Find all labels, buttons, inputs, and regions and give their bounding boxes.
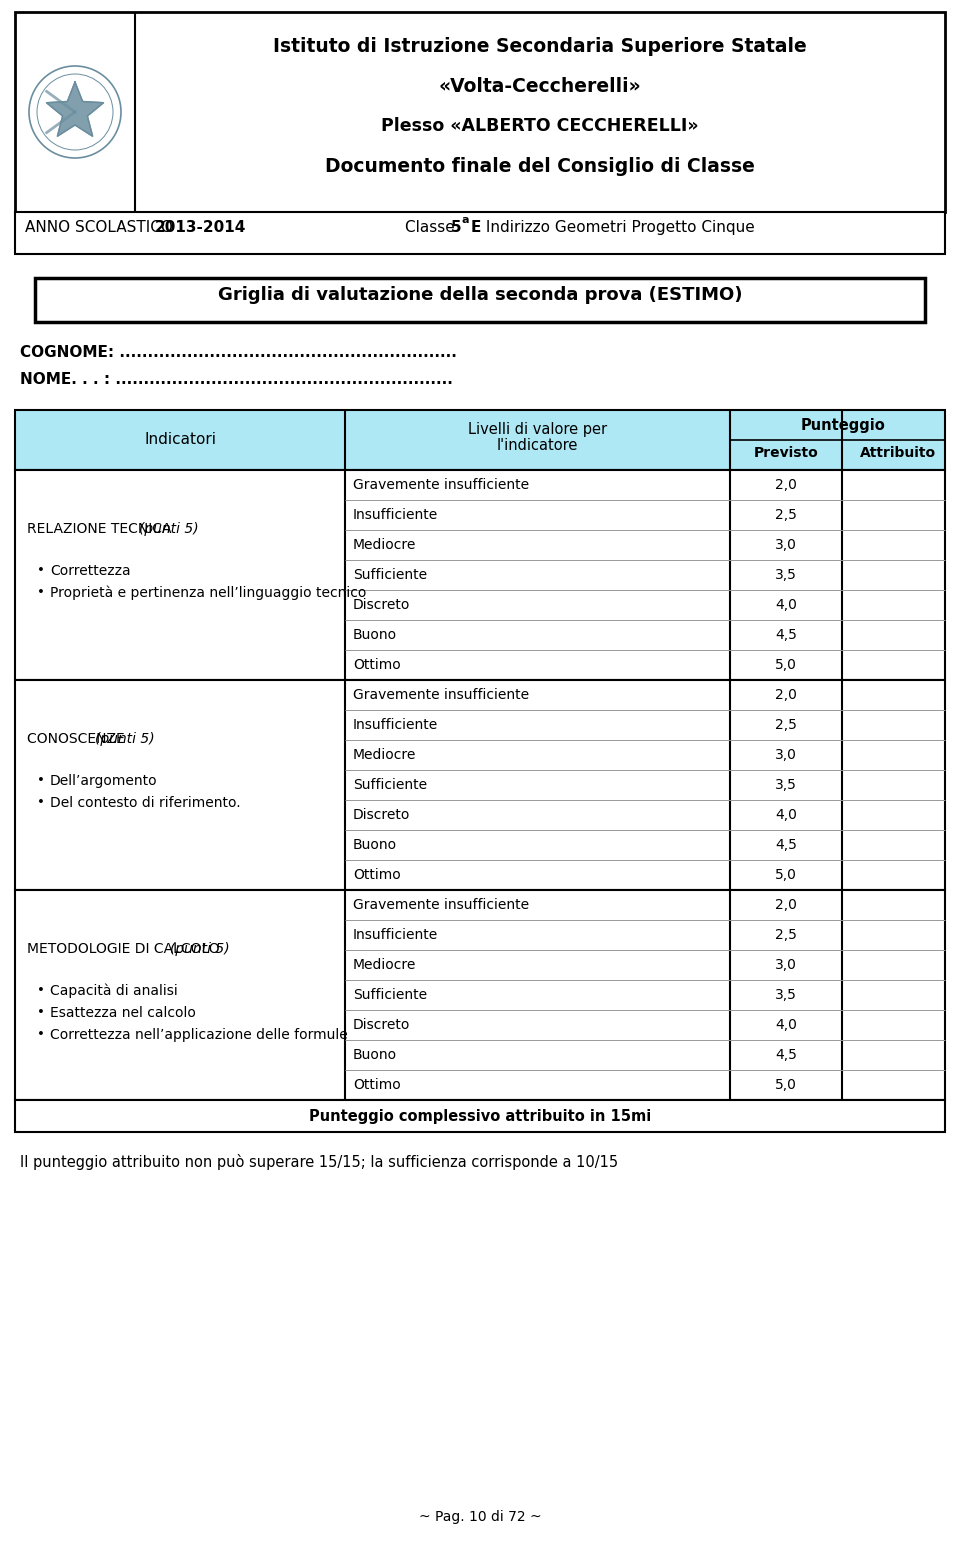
Bar [15, 1100, 945, 1133]
Text: Griglia di valutazione della seconda prova (ESTIMO): Griglia di valutazione della seconda pro… [218, 285, 742, 304]
Text: Documento finale del Consiglio di Classe: Documento finale del Consiglio di Classe [325, 157, 755, 176]
Text: (punti 5): (punti 5) [170, 941, 229, 955]
Text: Ottimo: Ottimo [353, 869, 400, 883]
Text: Sufficiente: Sufficiente [353, 568, 427, 582]
Text: 5,0: 5,0 [775, 869, 797, 883]
Text: 2,0: 2,0 [775, 898, 797, 912]
Text: 4,5: 4,5 [775, 628, 797, 642]
Bar [15, 211, 945, 255]
Text: 2,5: 2,5 [775, 508, 797, 522]
Text: Punteggio: Punteggio [800, 418, 885, 434]
Text: Gravemente insufficiente: Gravemente insufficiente [353, 688, 529, 702]
Text: Buono: Buono [353, 838, 397, 852]
Text: •: • [37, 565, 45, 577]
Text: Dell’argomento: Dell’argomento [50, 773, 157, 788]
Text: 5: 5 [451, 221, 462, 235]
Text: Mediocre: Mediocre [353, 958, 417, 972]
Text: Indirizzo Geometri Progetto Cinque: Indirizzo Geometri Progetto Cinque [481, 221, 755, 235]
Text: 4,0: 4,0 [775, 599, 797, 613]
Text: Punteggio complessivo attribuito in 15mi: Punteggio complessivo attribuito in 15mi [309, 1108, 651, 1123]
Text: Ottimo: Ottimo [353, 1079, 400, 1092]
Text: Mediocre: Mediocre [353, 539, 417, 552]
Bar [15, 890, 945, 1100]
Text: RELAZIONE TECNICA: RELAZIONE TECNICA [27, 522, 176, 535]
Text: 3,0: 3,0 [775, 539, 797, 552]
Text: Insufficiente: Insufficiente [353, 508, 439, 522]
Text: Correttezza nell’applicazione delle formule: Correttezza nell’applicazione delle form… [50, 1028, 348, 1042]
Text: 3,5: 3,5 [775, 568, 797, 582]
Text: Correttezza: Correttezza [50, 563, 131, 577]
Text: 4,0: 4,0 [775, 1018, 797, 1032]
Text: Attribuito: Attribuito [860, 446, 937, 460]
Text: Mediocre: Mediocre [353, 748, 417, 762]
Bar [15, 680, 945, 890]
Text: 3,5: 3,5 [775, 988, 797, 1001]
Text: 5,0: 5,0 [775, 1079, 797, 1092]
Text: Sufficiente: Sufficiente [353, 988, 427, 1001]
Text: •: • [37, 796, 45, 809]
Text: Insufficiente: Insufficiente [353, 717, 439, 731]
Text: METODOLOGIE DI CALCOLO: METODOLOGIE DI CALCOLO [27, 941, 224, 955]
Text: a: a [462, 214, 469, 225]
Polygon shape [46, 82, 104, 136]
Text: Discreto: Discreto [353, 1018, 410, 1032]
Text: •: • [37, 775, 45, 787]
Text: Capacità di analisi: Capacità di analisi [50, 983, 178, 998]
Text: Plesso «ALBERTO CECCHERELLI»: Plesso «ALBERTO CECCHERELLI» [381, 117, 699, 134]
Text: 5,0: 5,0 [775, 657, 797, 673]
Text: Discreto: Discreto [353, 809, 410, 822]
Text: Del contesto di riferimento.: Del contesto di riferimento. [50, 796, 241, 810]
Text: Discreto: Discreto [353, 599, 410, 613]
Text: Istituto di Istruzione Secondaria Superiore Statale: Istituto di Istruzione Secondaria Superi… [274, 37, 806, 56]
Text: Gravemente insufficiente: Gravemente insufficiente [353, 478, 529, 492]
Text: ANNO SCOLASTICO: ANNO SCOLASTICO [25, 221, 178, 235]
Text: Gravemente insufficiente: Gravemente insufficiente [353, 898, 529, 912]
Text: 3,0: 3,0 [775, 958, 797, 972]
Text: (punti 5): (punti 5) [138, 522, 198, 535]
Text: Esattezza nel calcolo: Esattezza nel calcolo [50, 1006, 196, 1020]
Text: NOME. . . : ............................................................: NOME. . . : ............................… [20, 372, 453, 387]
Text: (punti 5): (punti 5) [95, 731, 155, 745]
Text: 4,5: 4,5 [775, 1048, 797, 1062]
Text: Insufficiente: Insufficiente [353, 927, 439, 941]
Text: COGNOME: ............................................................: COGNOME: ...............................… [20, 346, 457, 360]
Text: Livelli di valore per: Livelli di valore per [468, 421, 607, 437]
Text: l'indicatore: l'indicatore [497, 438, 578, 454]
Text: 2,5: 2,5 [775, 927, 797, 941]
Text: «Volta-Ceccherelli»: «Volta-Ceccherelli» [439, 77, 641, 96]
Text: 3,5: 3,5 [775, 778, 797, 792]
Text: •: • [37, 1028, 45, 1042]
Text: •: • [37, 984, 45, 997]
Text: CONOSCENZE: CONOSCENZE [27, 731, 130, 745]
Text: 4,5: 4,5 [775, 838, 797, 852]
Text: Indicatori: Indicatori [144, 432, 216, 447]
Text: Ottimo: Ottimo [353, 657, 400, 673]
Text: 3,0: 3,0 [775, 748, 797, 762]
Text: Sufficiente: Sufficiente [353, 778, 427, 792]
Text: 4,0: 4,0 [775, 809, 797, 822]
Text: E: E [471, 221, 481, 235]
Text: Il punteggio attribuito non può superare 15/15; la sufficienza corrisponde a 10/: Il punteggio attribuito non può superare… [20, 1154, 618, 1170]
Text: 2,5: 2,5 [775, 717, 797, 731]
Text: •: • [37, 586, 45, 599]
Text: Previsto: Previsto [754, 446, 818, 460]
Text: 2,0: 2,0 [775, 478, 797, 492]
Bar [15, 410, 945, 471]
Text: 2013-2014: 2013-2014 [155, 221, 247, 235]
Text: Proprietà e pertinenza nell’linguaggio tecnico: Proprietà e pertinenza nell’linguaggio t… [50, 585, 367, 600]
Bar [35, 278, 925, 322]
Text: Buono: Buono [353, 1048, 397, 1062]
Text: 2,0: 2,0 [775, 688, 797, 702]
Text: Buono: Buono [353, 628, 397, 642]
Text: ~ Pag. 10 di 72 ~: ~ Pag. 10 di 72 ~ [419, 1511, 541, 1524]
Bar [15, 471, 945, 680]
Text: •: • [37, 1006, 45, 1020]
Text: Classe: Classe [405, 221, 460, 235]
Bar [15, 12, 945, 211]
